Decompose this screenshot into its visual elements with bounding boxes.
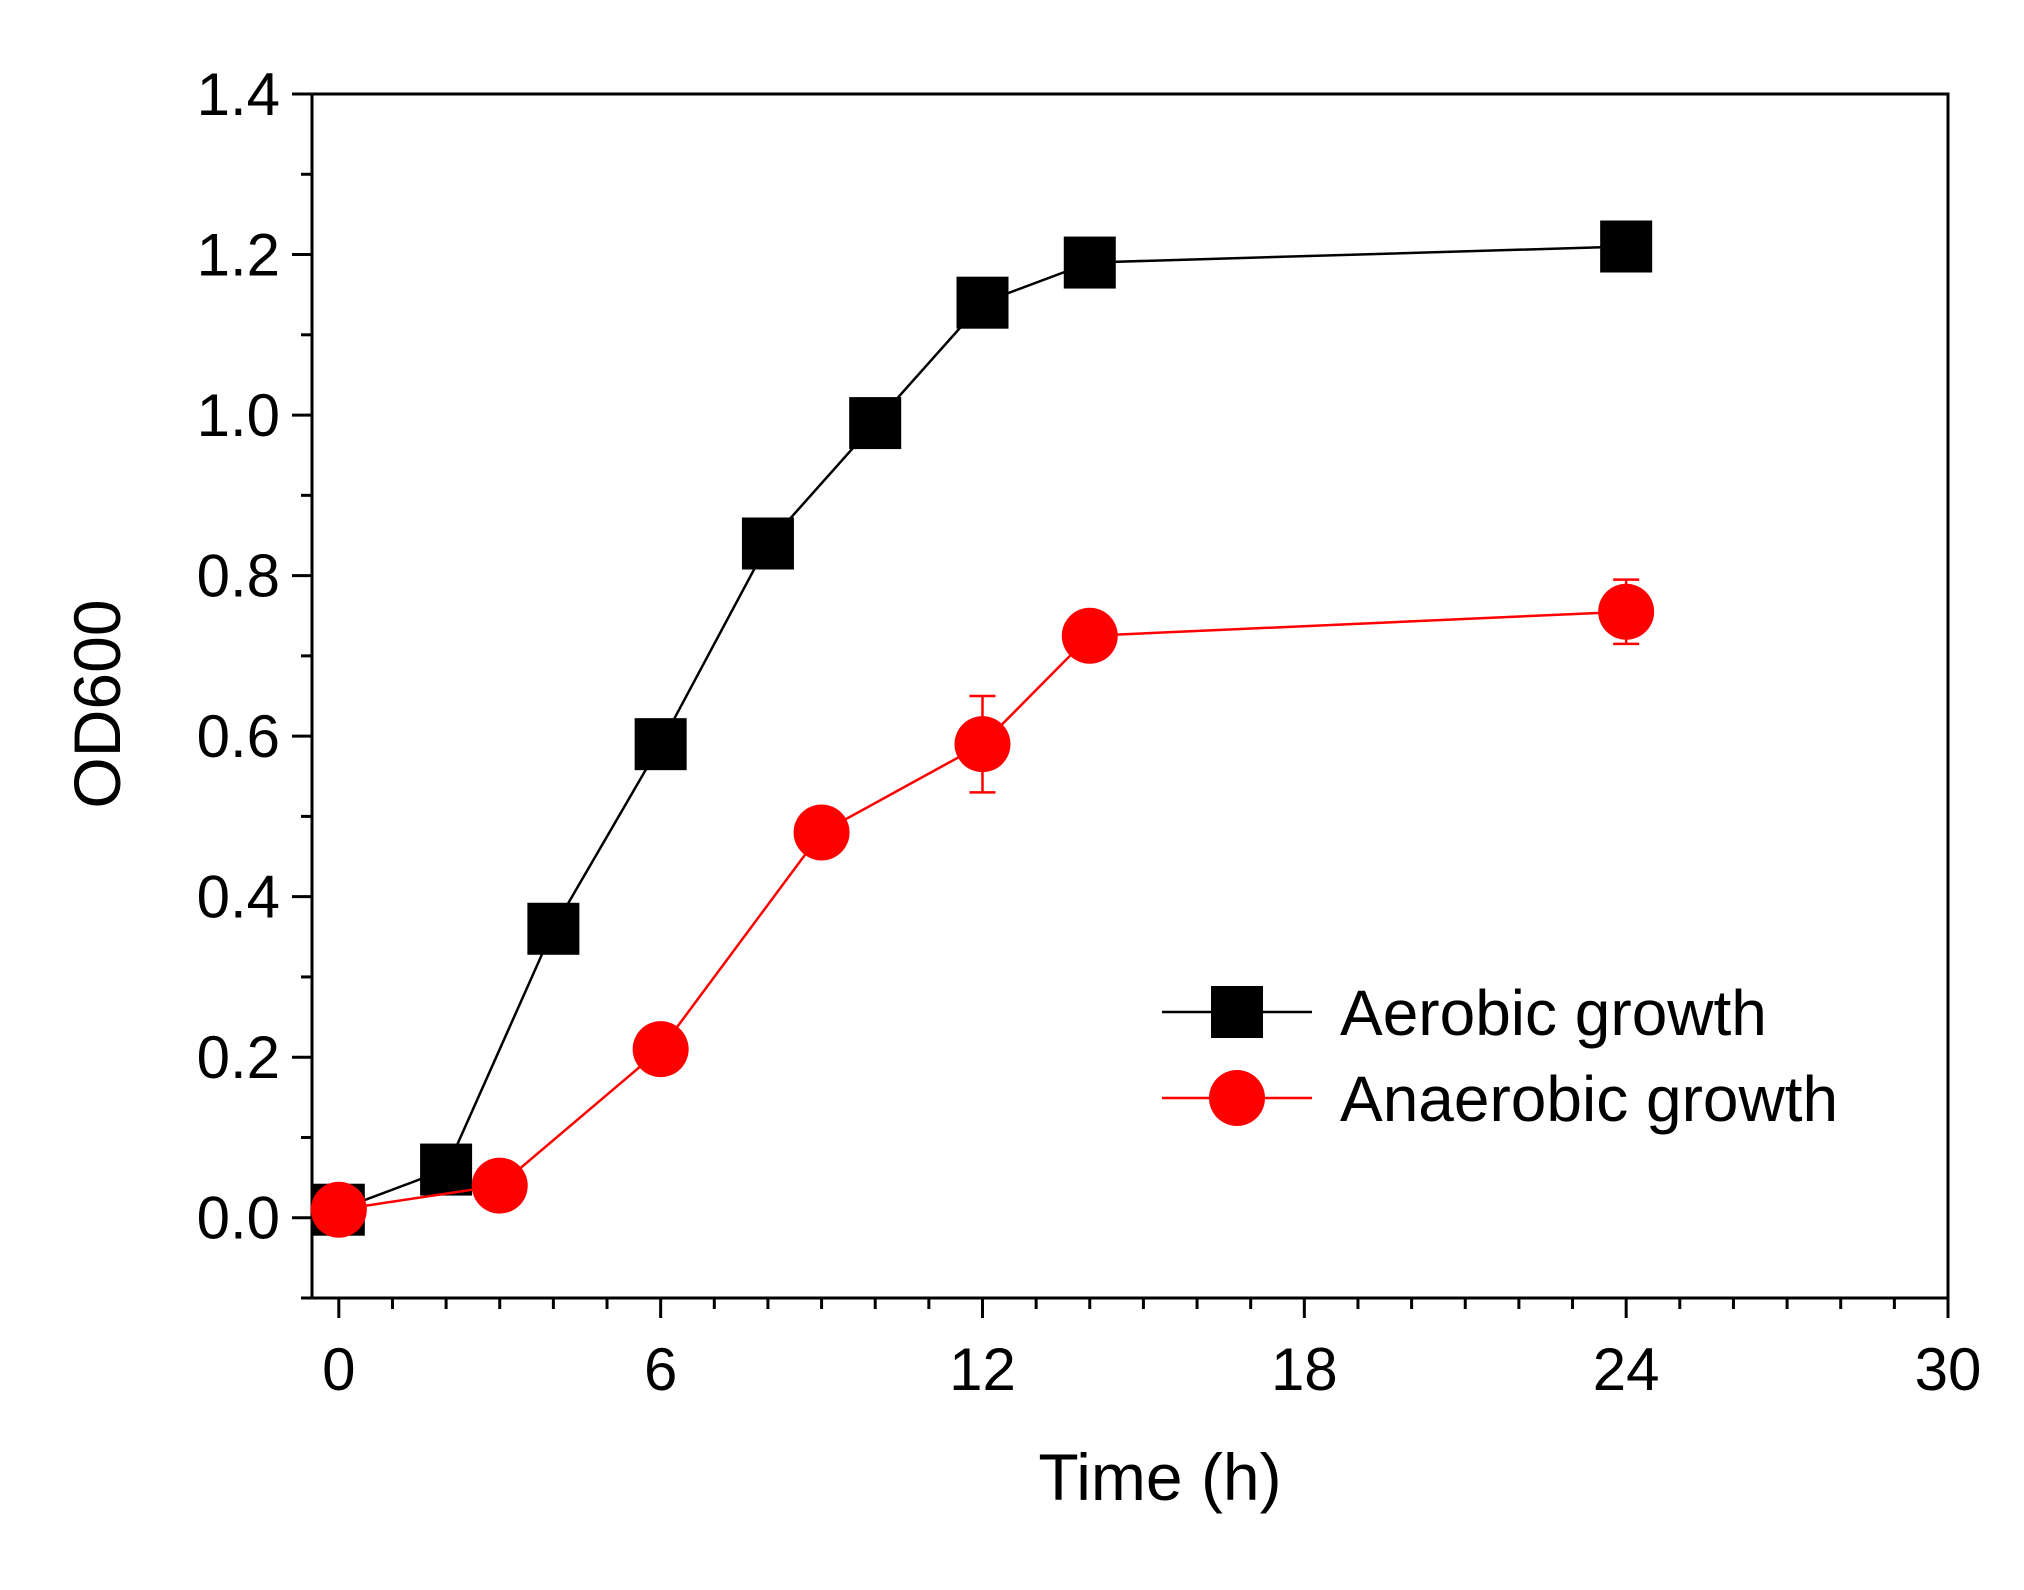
data-point	[632, 1021, 689, 1078]
series-2	[310, 578, 1655, 1238]
x-tick-label: 24	[1593, 1336, 1660, 1403]
legend-marker	[1209, 1070, 1265, 1126]
series-1	[312, 220, 1653, 1236]
legend-entry-1: Aerobic growth	[1162, 977, 1767, 1049]
data-point	[471, 1157, 528, 1214]
data-point	[1063, 236, 1116, 289]
axis-layer: 0 6 12 18 24 30 0.0 0.2 0.4 0.6 0.8 1.0 1.2 1.4	[197, 61, 1982, 1403]
data-point	[741, 517, 794, 570]
data-point	[527, 902, 580, 955]
y-tick-label: 0.4	[197, 864, 280, 931]
data-point	[1061, 607, 1118, 664]
legend-label: Anaerobic growth	[1340, 1063, 1838, 1135]
y-tick-label: 0.8	[197, 543, 280, 610]
y-tick-label: 0.2	[197, 1024, 280, 1091]
x-tick-label: 18	[1271, 1336, 1338, 1403]
data-point	[634, 718, 687, 771]
data-point	[956, 276, 1009, 329]
legend: Aerobic growth Anaerobic growth	[1162, 977, 1838, 1135]
x-tick-label: 30	[1915, 1336, 1982, 1403]
x-axis-title: Time (h)	[1038, 1440, 1281, 1514]
x-tick-label: 6	[644, 1336, 677, 1403]
data-point	[793, 804, 850, 861]
legend-label: Aerobic growth	[1340, 977, 1767, 1049]
plot-frame	[310, 92, 1950, 1300]
data-point	[849, 397, 902, 450]
x-tick-label: 0	[322, 1336, 355, 1403]
data-point	[954, 716, 1011, 773]
y-tick-label: 1.0	[197, 382, 280, 449]
data-point	[1598, 583, 1655, 640]
data-point	[310, 1181, 367, 1238]
y-tick-label: 1.2	[197, 222, 280, 289]
y-tick-label: 0.0	[197, 1185, 280, 1252]
y-axis-title: OD600	[60, 599, 134, 808]
legend-marker	[1211, 986, 1263, 1038]
series-layer	[310, 220, 1655, 1238]
y-tick-label: 1.4	[197, 61, 280, 128]
y-tick-label: 0.6	[197, 703, 280, 770]
data-point	[1600, 220, 1653, 273]
x-tick-label: 12	[949, 1336, 1016, 1403]
legend-entry-2: Anaerobic growth	[1162, 1063, 1838, 1135]
data-point	[420, 1143, 473, 1196]
